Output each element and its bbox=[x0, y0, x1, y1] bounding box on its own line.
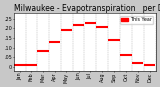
Text: Milwaukee - Evapotranspiration   per Day (Inches): Milwaukee - Evapotranspiration per Day (… bbox=[14, 4, 160, 13]
Legend: This Year: This Year bbox=[120, 16, 153, 23]
